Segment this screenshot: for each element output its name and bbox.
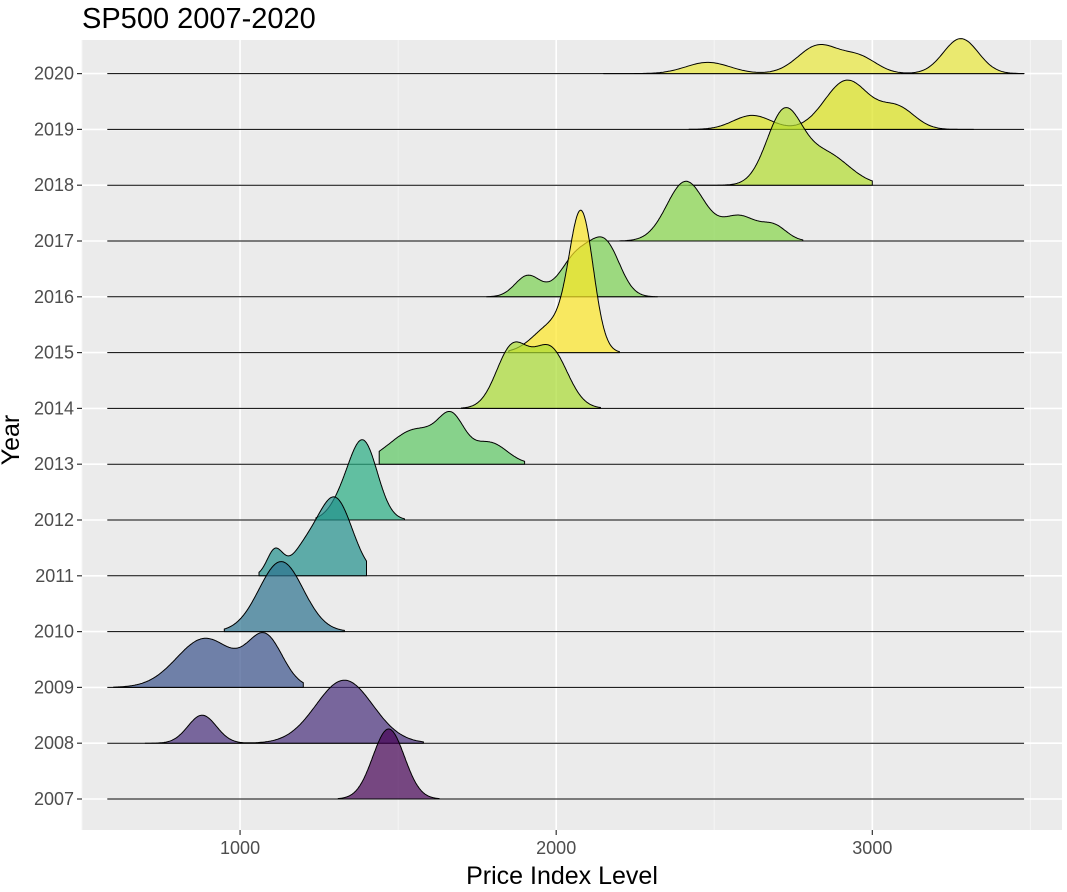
y-tick-label: 2016 bbox=[34, 287, 74, 307]
ridge-2015 bbox=[107, 209, 1025, 354]
ridge-density-2014 bbox=[460, 341, 601, 409]
x-tick-label: 3000 bbox=[852, 838, 892, 858]
ridge-2010 bbox=[107, 561, 1025, 633]
ridge-density-2020 bbox=[603, 38, 1025, 75]
ridge-density-2018 bbox=[688, 107, 873, 186]
y-tick-label: 2011 bbox=[35, 566, 74, 586]
y-tick-label: 2017 bbox=[34, 231, 74, 251]
ridge-density-2011 bbox=[258, 496, 367, 577]
x-axis: 1000 2000 3000 bbox=[220, 830, 892, 858]
ridge-2020 bbox=[107, 38, 1025, 75]
ridge-2019 bbox=[107, 79, 1025, 130]
x-axis-title: Price Index Level bbox=[466, 862, 658, 890]
y-tick-label: 2009 bbox=[34, 677, 74, 697]
ridge-2011 bbox=[107, 496, 1025, 577]
chart-title: SP500 2007-2020 bbox=[82, 3, 316, 35]
y-axis-title: Year bbox=[0, 415, 25, 466]
ridges bbox=[107, 38, 1025, 800]
ridge-2007 bbox=[107, 728, 1025, 800]
ridge-2013 bbox=[107, 411, 1025, 465]
y-tick-label: 2015 bbox=[34, 343, 74, 363]
ridge-density-2019 bbox=[688, 79, 974, 130]
ridge-2018 bbox=[107, 107, 1025, 186]
y-tick-label: 2014 bbox=[34, 398, 74, 418]
x-tick-label: 2000 bbox=[536, 838, 576, 858]
ridge-2008 bbox=[107, 679, 1025, 744]
y-tick-label: 2013 bbox=[34, 454, 74, 474]
ridge-2014 bbox=[107, 341, 1025, 409]
ridge-density-2017 bbox=[618, 180, 804, 242]
plot-panel bbox=[82, 40, 1062, 830]
y-tick-label: 2008 bbox=[34, 733, 74, 753]
y-tick-label: 2012 bbox=[34, 510, 74, 530]
y-axis: 2007 2008 2009 2010 2011 2012 2013 2014 2015 2016… bbox=[34, 64, 82, 809]
ridge-density-2010 bbox=[223, 561, 345, 633]
ridge-density-2015 bbox=[508, 209, 620, 354]
y-tick-label: 2020 bbox=[34, 64, 74, 84]
ridge-density-2007 bbox=[337, 728, 440, 800]
ridge-2009 bbox=[107, 632, 1025, 688]
ridge-density-2013 bbox=[378, 411, 526, 465]
ridge-density-2009 bbox=[113, 632, 304, 688]
ridge-2017 bbox=[107, 180, 1025, 242]
y-tick-label: 2007 bbox=[34, 789, 74, 809]
y-tick-label: 2019 bbox=[34, 119, 74, 139]
ridge-density-2008 bbox=[144, 679, 424, 744]
x-tick-label: 1000 bbox=[220, 838, 260, 858]
y-tick-label: 2018 bbox=[34, 175, 74, 195]
y-tick-label: 2010 bbox=[34, 622, 74, 642]
